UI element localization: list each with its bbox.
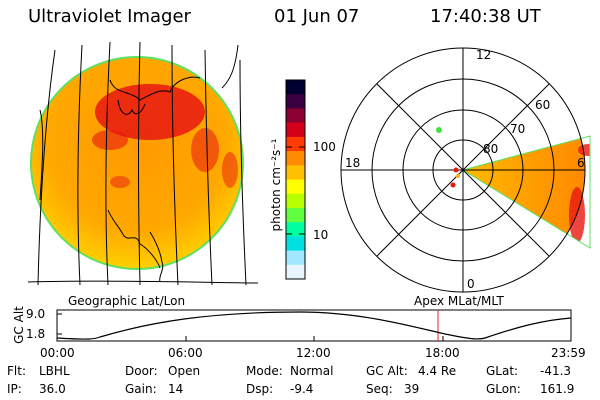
colorbar-band bbox=[286, 136, 305, 152]
coastline-4 bbox=[149, 231, 164, 283]
colorbar-tick-100: 100 bbox=[313, 140, 336, 154]
mlt-label-18: 18 bbox=[345, 156, 361, 170]
altitude-curve bbox=[56, 311, 572, 340]
coastline-3 bbox=[107, 209, 161, 269]
colorbar-band bbox=[286, 179, 305, 195]
x-tick-1800: 18:00 bbox=[425, 346, 460, 360]
mlt-label-0: 0 bbox=[467, 277, 475, 291]
y-tick-1-8: 1.8 bbox=[26, 327, 46, 341]
ip-label: IP: bbox=[7, 382, 22, 396]
colorbar-unit-label: photon cm⁻²s⁻¹ bbox=[269, 138, 283, 232]
door-label: Door: bbox=[125, 364, 158, 378]
polar-plot bbox=[340, 47, 591, 293]
colorbar-band bbox=[286, 151, 305, 166]
seq-value: 39 bbox=[404, 382, 420, 396]
dsp-label: Dsp: bbox=[246, 382, 274, 396]
x-tick-2359: 23:59 bbox=[551, 346, 586, 360]
flt-label: Flt: bbox=[7, 364, 26, 378]
green-dot bbox=[436, 127, 442, 133]
colorbar-band bbox=[286, 264, 305, 280]
seq-label: Seq: bbox=[366, 382, 393, 396]
glon-label: GLon: bbox=[486, 382, 521, 396]
mode-label: Mode: bbox=[246, 364, 283, 378]
glon-value: 161.9 bbox=[540, 382, 575, 396]
glat-value: -41.3 bbox=[540, 364, 572, 378]
ip-value: 36.0 bbox=[39, 382, 66, 396]
gcalt-value: 4.4 Re bbox=[418, 364, 457, 378]
gain-label: Gain: bbox=[125, 382, 157, 396]
lat-lon-grid bbox=[28, 41, 258, 285]
colorbar-band bbox=[286, 80, 305, 95]
mlt-label-12: 12 bbox=[476, 48, 492, 62]
colorbar-band bbox=[286, 193, 305, 209]
gcalt-label: GC Alt: bbox=[366, 364, 408, 378]
gc-alt-axis-title: GC Alt bbox=[12, 306, 26, 344]
instrument-title: Ultraviolet Imager bbox=[28, 6, 191, 27]
door-value: Open bbox=[168, 364, 201, 378]
lat-label-80: 80 bbox=[483, 142, 499, 156]
gain-value: 14 bbox=[168, 382, 184, 396]
coastline-2 bbox=[117, 99, 146, 115]
lat-label-60: 60 bbox=[535, 98, 551, 112]
colorbar-band bbox=[286, 122, 305, 138]
colorbar-band bbox=[286, 222, 305, 237]
colorbar-tick-10: 10 bbox=[313, 228, 329, 242]
y-tick-9: 9.0 bbox=[26, 307, 46, 321]
time-label: 17:40:38 UT bbox=[430, 6, 541, 27]
colorbar-band bbox=[286, 165, 305, 180]
flt-value: LBHL bbox=[39, 364, 70, 378]
apex-label: Apex MLat/MLT bbox=[414, 294, 504, 308]
colorbar-band bbox=[286, 94, 305, 109]
colorbar bbox=[285, 79, 306, 280]
coastline bbox=[109, 76, 201, 101]
date-label: 01 Jun 07 bbox=[274, 6, 360, 27]
lat-label-70: 70 bbox=[510, 122, 526, 136]
geographic-view bbox=[28, 41, 258, 285]
aurora-speckles bbox=[92, 84, 238, 188]
colorbar-band bbox=[286, 236, 305, 252]
altitude-plot bbox=[56, 309, 572, 342]
colorbar-band bbox=[286, 108, 305, 124]
geographic-label: Geographic Lat/Lon bbox=[68, 294, 186, 308]
x-tick-1200: 12:00 bbox=[296, 346, 331, 360]
x-tick-0600: 06:00 bbox=[168, 346, 203, 360]
colorbar-band bbox=[286, 207, 305, 223]
mode-value: Normal bbox=[290, 364, 334, 378]
colorbar-band bbox=[286, 250, 305, 266]
x-tick-0000: 00:00 bbox=[40, 346, 75, 360]
dsp-value: -9.4 bbox=[290, 382, 314, 396]
glat-label: GLat: bbox=[486, 364, 519, 378]
mlt-label-6: 6 bbox=[577, 156, 585, 170]
